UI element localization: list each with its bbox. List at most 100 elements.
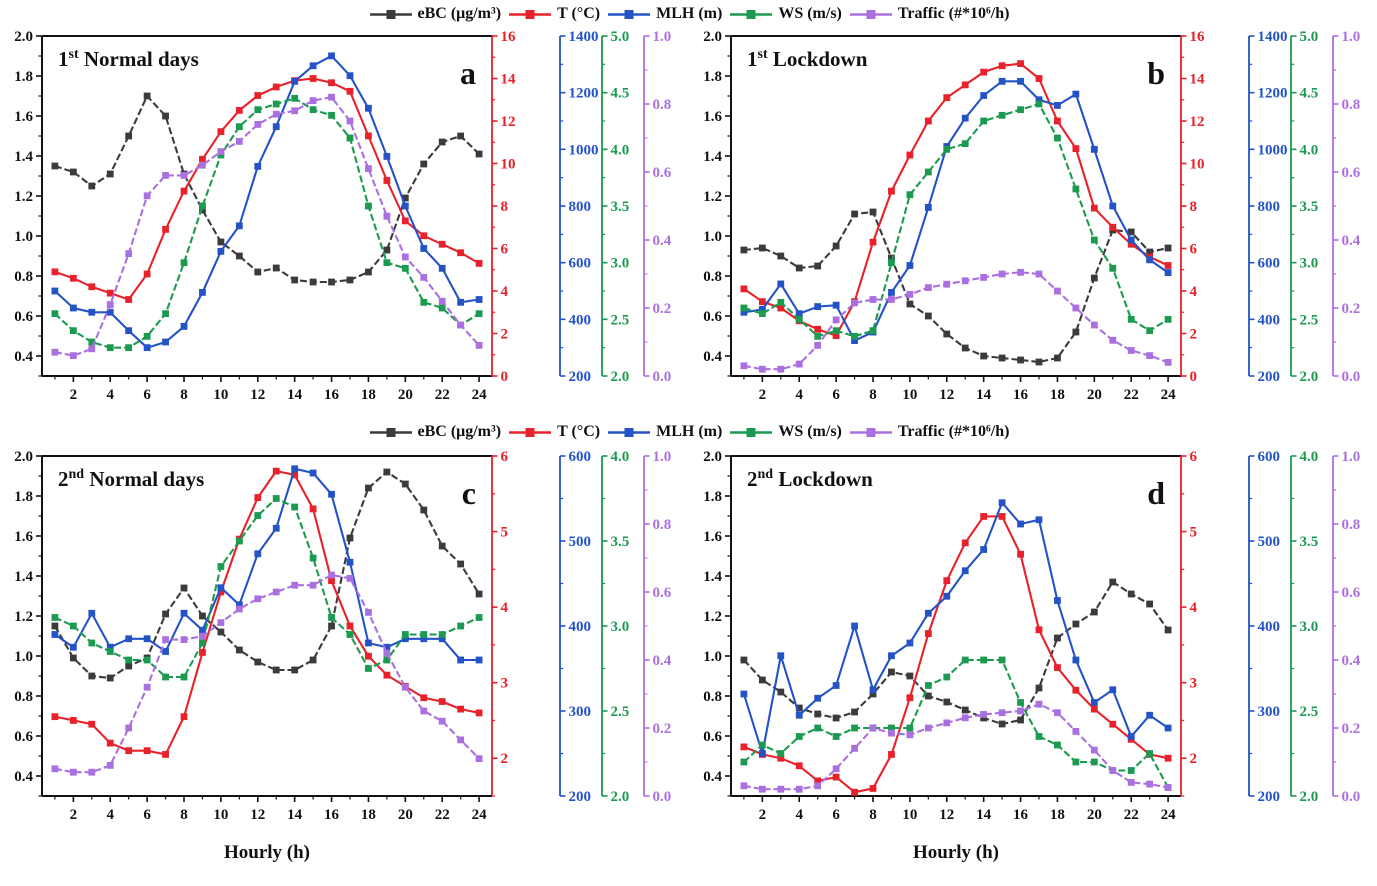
marker-ws — [795, 315, 803, 323]
marker-t — [906, 694, 914, 702]
series-line-t — [54, 77, 480, 301]
marker-traffic — [438, 717, 446, 725]
ebc-tick-label: 1.8 — [14, 489, 33, 505]
marker-mlh — [795, 711, 803, 719]
marker-mlh — [1146, 256, 1154, 264]
marker-traffic — [438, 297, 446, 305]
marker-ws — [309, 554, 317, 562]
marker-traffic — [365, 609, 372, 616]
marker-t — [51, 713, 59, 721]
marker-ws — [1109, 264, 1117, 272]
x-tick-label: 18 — [361, 387, 376, 403]
marker-traffic — [1109, 336, 1117, 344]
legend-item-traffic: Traffic (#*10⁶/h) — [848, 5, 1009, 23]
marker-mlh — [961, 567, 969, 575]
marker-traffic — [328, 571, 335, 579]
ebc-tick-label: 1.6 — [703, 109, 722, 125]
legend-marker-traffic-icon — [849, 427, 892, 437]
marker-t — [143, 747, 151, 755]
ebc-tick-label: 0.6 — [14, 729, 33, 745]
traffic-tick-label: 1.0 — [1342, 449, 1361, 465]
mlh-tick-label: 400 — [1258, 619, 1281, 635]
legend-marker-ws-icon — [730, 9, 773, 19]
marker-ebc — [475, 590, 483, 598]
mlh-tick-label: 300 — [1258, 704, 1281, 720]
traffic-tick-label: 0.6 — [653, 585, 672, 601]
ws-tick-label: 3.5 — [611, 534, 630, 550]
marker-mlh — [1035, 516, 1043, 524]
marker-traffic — [1072, 304, 1080, 312]
marker-ebc — [1090, 274, 1098, 282]
marker-mlh — [125, 327, 133, 335]
traffic-tick-label: 0.0 — [1342, 369, 1361, 385]
marker-ebc — [998, 354, 1006, 362]
ws-tick-label: 4.0 — [1300, 449, 1319, 465]
marker-mlh — [88, 308, 96, 316]
marker-t — [1072, 145, 1080, 153]
marker-t — [328, 79, 335, 87]
marker-mlh — [125, 635, 133, 643]
marker-mlh — [795, 310, 803, 318]
marker-mlh — [1054, 102, 1061, 109]
marker-mlh — [457, 656, 465, 664]
marker-traffic — [401, 683, 409, 691]
x-tick-label: 8 — [180, 387, 188, 403]
ws-tick-label: 3.0 — [1300, 619, 1319, 635]
marker-t — [420, 694, 428, 702]
marker-mlh — [888, 289, 895, 296]
marker-ebc — [795, 704, 803, 712]
marker-ws — [1054, 741, 1061, 749]
x-tick-label: 18 — [1050, 807, 1065, 823]
ws-tick-label: 3.0 — [611, 619, 630, 635]
panel-letter: a — [460, 55, 476, 91]
marker-mlh — [475, 296, 483, 303]
panel-letter: c — [462, 475, 476, 511]
ws-tick-label: 2.5 — [611, 704, 630, 720]
marker-ebc — [69, 654, 77, 662]
marker-ebc — [758, 244, 766, 252]
marker-t — [88, 720, 96, 728]
marker-t — [254, 494, 262, 501]
legend-label-traffic: Traffic (#*10⁶/h) — [897, 423, 1010, 440]
t-tick-label: 12 — [1190, 114, 1205, 130]
marker-traffic — [1164, 359, 1172, 366]
legend-marker-mlh-icon — [608, 9, 651, 19]
marker-mlh — [777, 652, 785, 660]
marker-t — [199, 649, 206, 656]
t-tick-label: 6 — [501, 449, 509, 465]
marker-ws — [438, 631, 446, 638]
marker-ebc — [291, 666, 299, 674]
mlh-tick-label: 400 — [1258, 312, 1281, 328]
mlh-tick-label: 800 — [569, 199, 592, 215]
marker-t — [814, 777, 822, 785]
mlh-tick-label: 600 — [569, 449, 592, 465]
marker-ws — [814, 724, 822, 732]
marker-ebc — [869, 208, 877, 216]
marker-traffic — [943, 280, 951, 288]
marker-mlh — [328, 490, 335, 498]
marker-t — [457, 705, 465, 713]
marker-ebc — [217, 628, 225, 636]
traffic-tick-label: 0.6 — [653, 165, 672, 181]
legend-square — [746, 9, 756, 19]
marker-traffic — [888, 296, 895, 303]
marker-ws — [961, 656, 969, 664]
marker-t — [475, 709, 483, 717]
marker-ws — [1090, 236, 1098, 244]
traffic-tick-label: 0.0 — [653, 789, 672, 805]
marker-traffic — [906, 731, 914, 739]
marker-ws — [1035, 100, 1043, 108]
marker-ws — [1090, 758, 1098, 766]
marker-ebc — [924, 692, 932, 700]
legend-marker-ebc-icon — [369, 9, 412, 19]
marker-ebc — [365, 484, 372, 492]
x-tick-label: 4 — [106, 387, 114, 403]
x-tick-label: 4 — [795, 387, 803, 403]
marker-mlh — [199, 626, 206, 634]
legend-item-ebc: eBC (μg/m³) — [368, 423, 501, 441]
marker-t — [383, 177, 391, 184]
marker-mlh — [980, 546, 988, 553]
marker-ebc — [1146, 248, 1154, 256]
mlh-tick-label: 200 — [569, 369, 592, 385]
marker-t — [51, 268, 59, 276]
